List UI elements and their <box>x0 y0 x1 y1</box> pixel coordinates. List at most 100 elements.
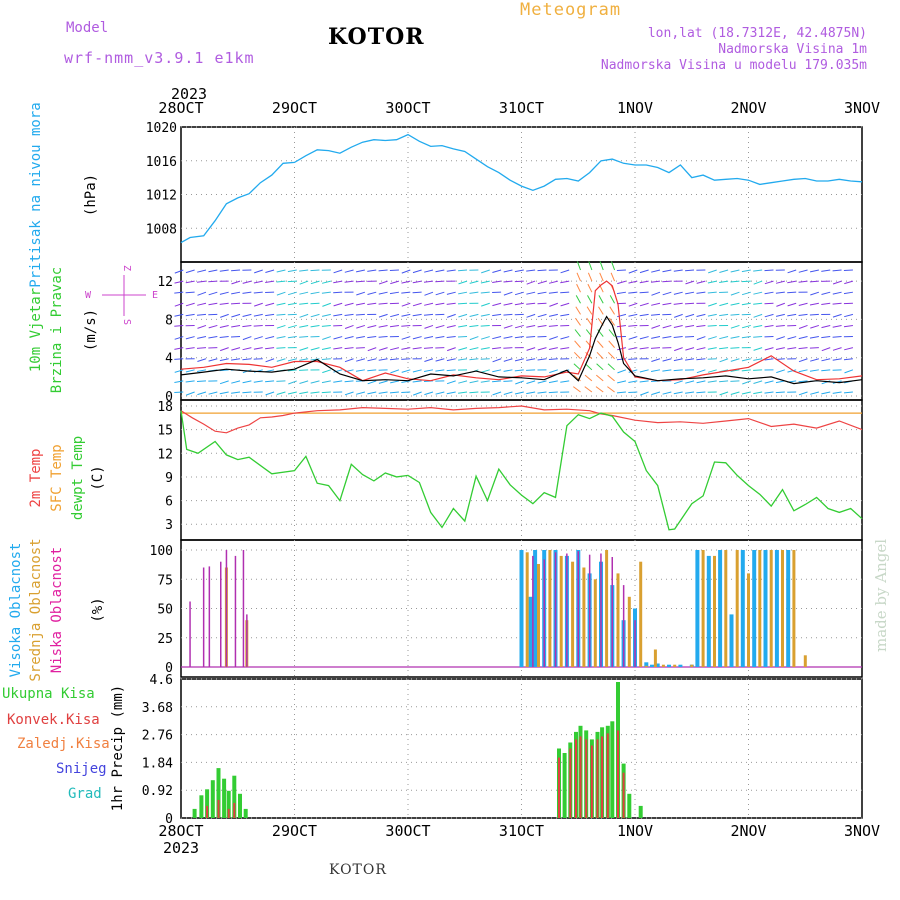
wind-arrow <box>469 324 479 328</box>
wind-arrow <box>696 369 706 374</box>
axis-label: 2m Temp <box>28 448 44 507</box>
wind-arrow <box>469 313 479 317</box>
wind-arrow <box>197 324 207 329</box>
wind-arrow <box>787 302 797 307</box>
wind-arrow <box>458 280 468 285</box>
model-name: wrf-nmm_v3.9.1 e1km <box>64 49 255 67</box>
wind-arrow <box>242 347 252 351</box>
wind-arrow <box>707 347 717 350</box>
wind-arrow <box>230 302 241 305</box>
wind-arrow <box>390 380 400 384</box>
wind-arrow <box>719 313 729 317</box>
wind-arrow <box>685 358 695 361</box>
wind-arrow <box>208 291 218 296</box>
wind-arrow <box>821 391 831 395</box>
wind-arrow <box>299 391 309 395</box>
wind-arrow <box>276 358 286 362</box>
cloud-bar <box>554 552 557 667</box>
wind-arrow <box>696 291 706 294</box>
wind-arrow <box>174 391 184 393</box>
wind-arrow <box>378 347 388 351</box>
wind-arrow <box>344 280 354 283</box>
wind-arrow <box>299 280 309 285</box>
wind-arrow <box>458 313 468 318</box>
wind-arrow <box>730 369 740 372</box>
tick-label: 50 <box>157 603 173 618</box>
cloud-bar <box>528 596 533 667</box>
legend-hail: Grad <box>68 786 102 802</box>
wind-arrow <box>492 269 502 273</box>
wind-arrow <box>685 280 695 285</box>
wind-arrow <box>299 313 309 318</box>
precip-total-bar <box>210 780 215 818</box>
wind-arrow <box>389 358 399 361</box>
wind-arrow <box>310 347 320 351</box>
wind-arrow <box>219 391 229 395</box>
wind-arrow <box>617 313 627 318</box>
cloud-bar <box>593 579 597 668</box>
wind-arrow <box>435 269 445 273</box>
cloud-bar <box>644 665 648 667</box>
cloud-bar <box>605 550 609 667</box>
wind-arrow <box>310 280 320 285</box>
axis-label: 10m Vjetar <box>28 288 44 372</box>
wind-arrow <box>412 302 422 307</box>
precip-convective-bar <box>590 745 593 818</box>
cloud-bar <box>588 554 591 667</box>
wind-arrow <box>185 269 195 274</box>
wind-arrow <box>231 324 241 328</box>
precip-convective-bar <box>622 772 625 818</box>
wind-arrow <box>231 269 241 272</box>
wind-arrow <box>607 386 615 393</box>
wind-arrow <box>616 269 626 271</box>
wind-arrow <box>708 302 717 307</box>
tick-label: 1016 <box>146 155 177 170</box>
wind-arrow <box>265 347 275 350</box>
wind-arrow <box>639 336 649 340</box>
wind-arrow <box>560 380 570 383</box>
wind-arrow <box>378 313 388 318</box>
wind-arrow <box>775 347 785 350</box>
wind-arrow <box>208 324 218 329</box>
wind-arrow <box>185 347 195 350</box>
cloud-bar <box>543 559 545 667</box>
wind-arrow <box>355 302 365 306</box>
wind-arrow <box>503 336 513 339</box>
wind-arrow <box>574 329 581 337</box>
wind-arrow <box>185 313 195 317</box>
wind-arrow <box>628 324 638 327</box>
wind-arrow <box>587 272 593 282</box>
wind-arrow <box>775 313 785 317</box>
cloud-bar <box>661 664 665 667</box>
wind-arrow <box>435 291 445 296</box>
wind-arrow <box>696 358 706 361</box>
precip-total-bar <box>243 808 248 818</box>
wind-arrow <box>753 269 763 272</box>
precip-convective-bar <box>206 805 209 818</box>
wind-arrow <box>401 369 411 373</box>
wind-arrow <box>355 369 365 372</box>
wind-arrow <box>344 313 354 316</box>
cloud-bar <box>246 614 248 667</box>
wind-arrow <box>662 358 672 362</box>
wind-arrow <box>775 280 785 284</box>
wind-arrow <box>741 280 751 283</box>
cloud-bar <box>571 561 575 667</box>
wind-arrow <box>628 391 638 393</box>
axis-label: Niska Oblacnost <box>49 547 65 673</box>
wind-arrow <box>764 269 774 272</box>
wind-arrow <box>575 295 581 304</box>
cloud-bar <box>655 663 660 667</box>
cloud-bar <box>202 567 205 667</box>
wind-arrow <box>401 313 411 317</box>
wind-arrow <box>673 269 683 272</box>
wind-arrow <box>333 380 343 383</box>
wind-arrow <box>719 280 729 283</box>
wind-arrow <box>367 291 377 295</box>
wind-arrow <box>617 380 627 384</box>
wind-arrow <box>503 291 513 296</box>
wind-arrow <box>810 358 820 362</box>
cloud-bar <box>622 585 625 667</box>
wind-arrow <box>492 280 502 283</box>
wind-arrow <box>810 291 820 296</box>
